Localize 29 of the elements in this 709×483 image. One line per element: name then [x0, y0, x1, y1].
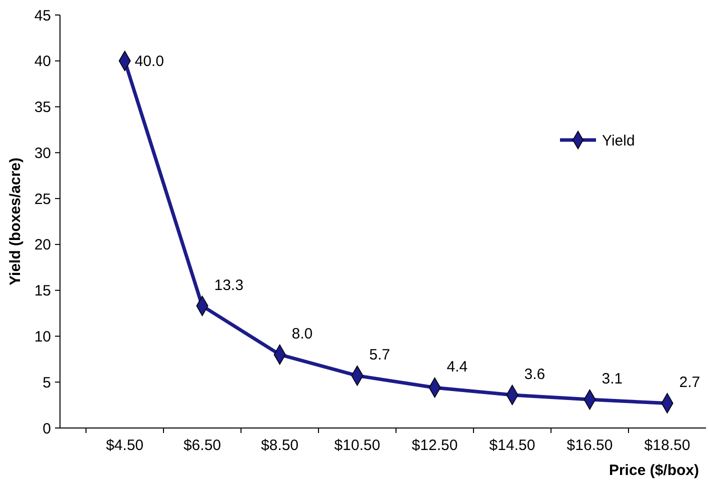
- y-axis-title: Yield (boxes/acre): [7, 158, 24, 286]
- data-label: 3.6: [524, 366, 546, 383]
- data-label: 3.1: [602, 370, 623, 388]
- x-tick-label: $14.50: [489, 437, 536, 454]
- x-tick-label: $16.50: [566, 437, 613, 454]
- y-tick-label: 35: [34, 99, 51, 116]
- data-label: 40.0: [134, 52, 164, 70]
- x-tick-label: $10.50: [334, 437, 380, 454]
- data-label: 2.7: [679, 374, 700, 392]
- y-tick-label: 20: [34, 236, 51, 254]
- x-axis-title: Price ($/box): [608, 462, 700, 479]
- x-tick-label: $12.50: [412, 437, 458, 454]
- x-tick-label: $8.50: [260, 437, 299, 454]
- y-tick-label: 30: [34, 144, 51, 162]
- y-tick-label: 15: [34, 282, 51, 300]
- x-tick-label: $6.50: [183, 437, 222, 454]
- y-tick-label: 25: [34, 190, 51, 208]
- y-tick-label: 5: [42, 374, 51, 392]
- y-tick-label: 0: [42, 420, 51, 438]
- data-label: 5.7: [369, 346, 390, 364]
- y-tick-label: 40: [34, 53, 51, 70]
- data-label: 8.0: [292, 326, 313, 343]
- legend-label: Yield: [602, 132, 635, 150]
- x-tick-label: $18.50: [644, 437, 690, 454]
- data-label: 4.4: [446, 358, 468, 376]
- x-tick-label: $4.50: [106, 437, 144, 454]
- y-tick-label: 45: [34, 7, 51, 24]
- data-label: 13.3: [214, 276, 244, 294]
- y-tick-label: 10: [34, 328, 51, 346]
